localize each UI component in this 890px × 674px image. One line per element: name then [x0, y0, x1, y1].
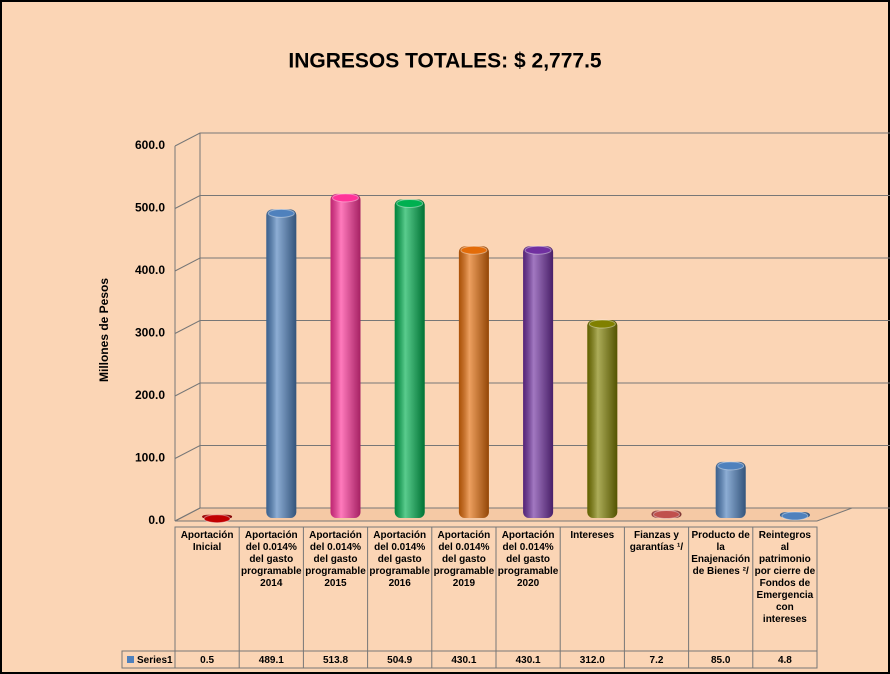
y-tick-label: 0.0 [148, 513, 165, 527]
legend-label: Series1 [137, 655, 173, 666]
bar-top [717, 461, 745, 471]
x-tick-label: Intereses [570, 530, 615, 541]
grid-line [174, 445, 890, 459]
x-tick-label: Aportación del 0.014% del gasto programa… [240, 530, 302, 589]
data-label: 4.8 [778, 655, 792, 666]
category-cell: Aportación del 0.014% del gasto programa… [433, 530, 495, 589]
bar-top [396, 198, 424, 208]
bar [587, 319, 618, 518]
x-tick-label: Aportación Inicial [180, 530, 234, 553]
y-tick-label: 400.0 [135, 263, 165, 277]
grid-line [174, 257, 890, 272]
category-cell: Fianzas y garantías ¹/ [629, 530, 684, 553]
category-cell: Reintegros al patrimonio por cierre de F… [754, 530, 816, 625]
grid-line [174, 132, 890, 147]
data-label: 513.8 [323, 655, 348, 666]
category-cell: Producto de la Enajenación de Bienes ²/ [691, 530, 751, 577]
x-tick-label: Reintegros al patrimonio por cierre de F… [754, 530, 816, 625]
data-label: 7.2 [650, 655, 664, 666]
bar [266, 208, 297, 518]
data-label: 504.9 [387, 655, 412, 666]
bar [779, 511, 810, 521]
data-label: 489.1 [259, 655, 284, 666]
bar-shade [587, 320, 618, 518]
data-label: 430.1 [451, 655, 476, 666]
y-tick-label: 600.0 [135, 138, 165, 152]
bar-shade [266, 209, 297, 518]
table-legend-cell [121, 650, 176, 669]
chart-title: INGRESOS TOTALES: $ 2,777.5 [288, 50, 601, 73]
bar [330, 193, 361, 518]
bar-shade [330, 193, 361, 518]
category-cell: Aportación Inicial [180, 530, 234, 553]
bar-top [267, 208, 295, 218]
bar [394, 198, 425, 518]
bar-top [332, 193, 359, 203]
x-tick-label: Aportación del 0.014% del gasto programa… [305, 530, 366, 589]
data-label: 312.0 [580, 655, 605, 666]
bar-top [460, 245, 488, 255]
bar-top [588, 319, 616, 329]
grid-line [174, 195, 890, 209]
x-tick-label: Fianzas y garantías ¹/ [629, 530, 684, 553]
category-cell: Aportación del 0.014% del gasto programa… [305, 530, 366, 589]
y-axis-label: Millones de Pesos [97, 278, 111, 382]
bar-top [203, 514, 231, 524]
bar-shade [458, 246, 489, 518]
x-tick-label: Aportación del 0.014% del gasto programa… [433, 530, 495, 589]
x-tick-label: Aportación del 0.014% del gasto programa… [497, 530, 559, 589]
bar [202, 514, 233, 524]
y-tick-label: 300.0 [135, 326, 165, 340]
bar-shade [715, 461, 746, 518]
bar-shade [523, 246, 554, 518]
bar-top [781, 511, 809, 521]
bar-shade [394, 199, 425, 518]
grid-line [174, 382, 890, 397]
y-tick-label: 200.0 [135, 388, 165, 402]
bar [651, 510, 682, 519]
y-tick-label: 100.0 [135, 451, 165, 465]
bar-top [524, 245, 552, 255]
x-tick-label: Producto de la Enajenación de Bienes ²/ [691, 530, 751, 577]
y-tick-label: 500.0 [135, 201, 165, 215]
legend-swatch [127, 656, 134, 663]
data-label: 85.0 [711, 655, 731, 666]
grid-line [174, 320, 890, 334]
grid-line [174, 507, 890, 522]
x-tick-label: Aportación del 0.014% del gasto programa… [369, 530, 430, 589]
bar [523, 245, 554, 518]
data-label: 0.5 [200, 655, 214, 666]
bar-top [653, 510, 680, 519]
category-cell: Aportación del 0.014% del gasto programa… [497, 530, 559, 589]
category-cell: Aportación del 0.014% del gasto programa… [369, 530, 430, 589]
data-label: 430.1 [516, 655, 541, 666]
category-cell: Intereses [570, 530, 615, 541]
bar [715, 461, 746, 518]
category-cell: Aportación del 0.014% del gasto programa… [240, 530, 302, 589]
bar [458, 245, 489, 518]
